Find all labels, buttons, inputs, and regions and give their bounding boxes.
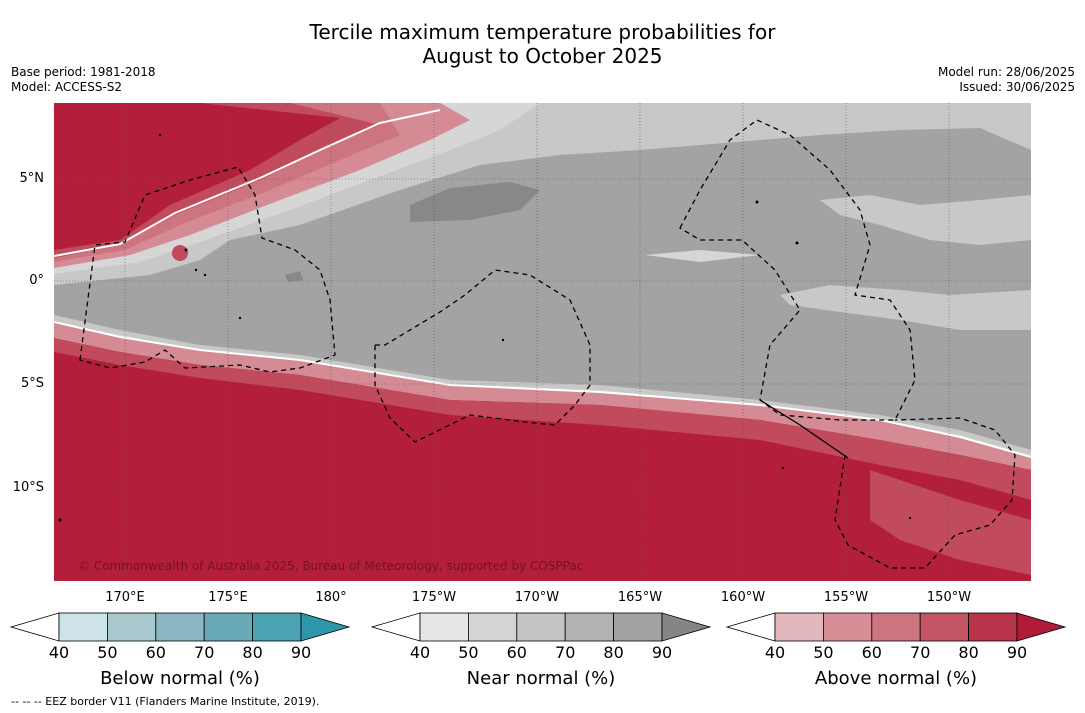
- colorbar-tick-label: 40: [48, 643, 70, 662]
- white-contour-south: [54, 321, 1031, 458]
- colorbar-tick-label: 70: [194, 643, 215, 662]
- colorbar-tick-label: 60: [145, 643, 166, 662]
- island-dot: [238, 316, 242, 320]
- island-dot: [194, 268, 198, 272]
- colorbar-title: Above normal (%): [814, 668, 978, 689]
- above-mid-band-south: [54, 338, 1031, 500]
- colorbar-segment: [467, 612, 518, 642]
- island-dot: [795, 241, 799, 245]
- island-dot: [184, 248, 188, 252]
- lon-label-165w: 165°W: [617, 590, 663, 605]
- above-mid-spot: [172, 245, 188, 261]
- eez-border-line-islands: [679, 119, 916, 421]
- colorbar-segment: [919, 612, 970, 642]
- colorbar-tick-label: 60: [506, 643, 527, 662]
- colorbar-tick-label: 70: [910, 643, 931, 662]
- eez-border-tuvalu: [79, 166, 336, 373]
- island-dot: [58, 518, 62, 522]
- colorbar-tick-label: 60: [861, 643, 882, 662]
- colorbar-tick-label: 70: [555, 643, 576, 662]
- model-name: Model: ACCESS-S2: [11, 80, 123, 94]
- colorbar-extend-low: [725, 612, 776, 642]
- colorbar-segment: [107, 612, 157, 642]
- lon-label-175w: 175°W: [411, 590, 457, 605]
- colorbar-segment: [203, 612, 253, 642]
- lon-label-175e: 175°E: [208, 590, 248, 605]
- island-dot: [755, 200, 759, 204]
- copyright-notice: © Commonwealth of Australia 2025, Bureau…: [78, 559, 584, 573]
- title-line-1: Tercile maximum temperature probabilitie…: [309, 20, 776, 44]
- colorbar-tick-label: 80: [242, 643, 263, 662]
- lat-label-10s: 10°S: [12, 480, 44, 495]
- island-dot: [781, 466, 785, 470]
- colorbar-extend-high: [661, 612, 712, 642]
- eez-border-phoenix: [374, 269, 591, 443]
- base-period: Base period: 1981-2018: [11, 65, 156, 79]
- colorbar-segment: [968, 612, 1018, 642]
- colorbar-title: Below normal (%): [100, 668, 260, 689]
- lon-label-160w: 160°W: [720, 590, 766, 605]
- above-light-band-south: [54, 322, 1031, 470]
- colorbar-tick-label: 90: [651, 643, 673, 662]
- eez-solid-segment: [759, 399, 849, 459]
- colorbar-tick-label: 90: [1006, 643, 1028, 662]
- colorbar-segment: [564, 612, 615, 642]
- above-mid-patch-southeast: [870, 470, 1031, 575]
- near-main-region: [54, 128, 1031, 450]
- colorbar-extend-high: [1016, 612, 1067, 642]
- island-dot: [908, 516, 912, 520]
- eez-borders: [79, 119, 1016, 569]
- colorbar-tick-label: 80: [958, 643, 979, 662]
- island-dot: [501, 338, 505, 342]
- colorbar-segment: [252, 612, 302, 642]
- island-dot: [158, 133, 162, 137]
- gridlines: [54, 103, 1031, 581]
- colorbar-tick-label: 50: [458, 643, 479, 662]
- lat-label-5n: 5°N: [19, 171, 45, 186]
- near-dark-spot: [285, 271, 303, 282]
- lat-label-0: 0°: [29, 273, 44, 288]
- colorbar-segment: [419, 612, 469, 642]
- colorbars: [9, 612, 1067, 642]
- colorbar-tick-label: 50: [813, 643, 834, 662]
- island-dot: [203, 273, 207, 277]
- colorbar-tick-label: 50: [97, 643, 118, 662]
- map-title: Tercile maximum temperature probabilitie…: [0, 20, 1085, 68]
- eez-footnote: -- -- -- EEZ border V11 (Flanders Marine…: [11, 695, 320, 708]
- colorbar-segment: [155, 612, 205, 642]
- near-light-patch-east-2: [820, 195, 1031, 245]
- lon-label-150w: 150°W: [926, 590, 972, 605]
- meta-right: Model run: 28/06/2025 Issued: 30/06/2025: [938, 65, 1075, 95]
- colorbar-segment: [774, 612, 824, 642]
- colorbar-tick-label: 80: [603, 643, 624, 662]
- model-run: Model run: 28/06/2025: [937, 65, 1075, 79]
- colorbar-segment: [516, 612, 566, 642]
- colorbar-extend-high: [300, 612, 351, 642]
- island-dots: [58, 133, 912, 522]
- meta-left: Base period: 1981-2018 Model: ACCESS-S2: [11, 65, 156, 95]
- near-light-patch-east: [780, 285, 1031, 330]
- colorbar-tick-label: 40: [764, 643, 786, 662]
- probability-field: [54, 103, 1031, 581]
- colorbar-extend-low: [9, 612, 60, 642]
- lon-label-180: 180°: [315, 590, 347, 605]
- colorbar-title: Near normal (%): [466, 668, 616, 689]
- near-dark-patch: [410, 182, 540, 222]
- colorbar-tick-label: 40: [409, 643, 431, 662]
- lat-label-5s: 5°S: [20, 376, 44, 391]
- lon-label-170e: 170°E: [105, 590, 145, 605]
- near-light-streak: [645, 250, 760, 262]
- colorbar-tick-label: 90: [290, 643, 312, 662]
- colorbar-segment: [613, 612, 663, 642]
- title-line-2: August to October 2025: [422, 44, 663, 68]
- lon-label-155w: 155°W: [823, 590, 869, 605]
- issued-date: Issued: 30/06/2025: [959, 80, 1075, 94]
- white-contour-north: [54, 109, 441, 257]
- colorbar-segment: [58, 612, 108, 642]
- colorbar-segment: [823, 612, 873, 642]
- colorbar-segment: [871, 612, 921, 642]
- colorbar-extend-low: [370, 612, 421, 642]
- lon-label-170w: 170°W: [514, 590, 560, 605]
